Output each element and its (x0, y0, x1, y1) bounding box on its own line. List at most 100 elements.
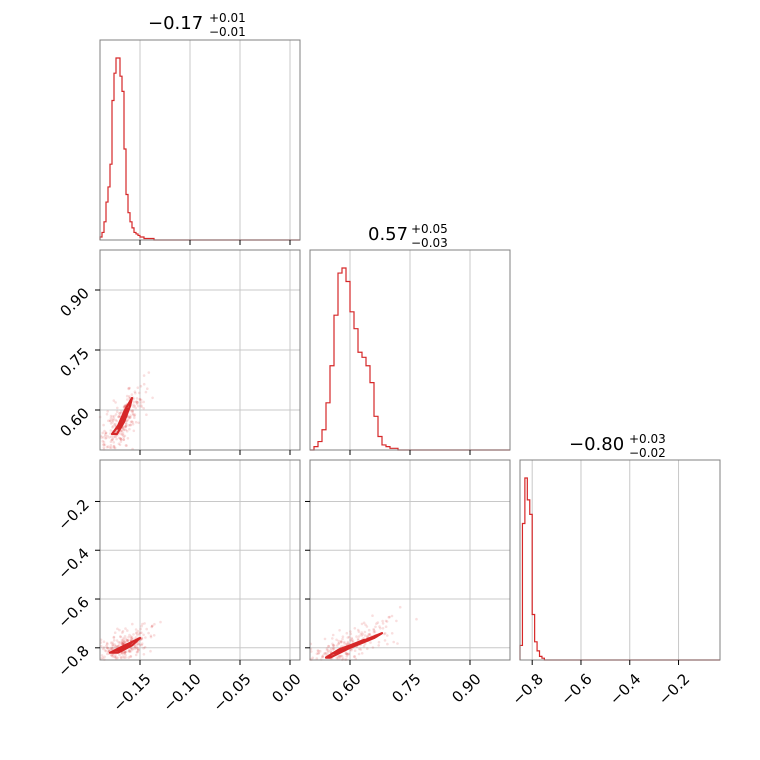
scatter-point (114, 418, 117, 422)
scatter-point (338, 655, 341, 658)
scatter-point (106, 445, 110, 448)
scatter-point (102, 640, 106, 643)
scatter-point (111, 653, 115, 657)
scatter-point (125, 429, 129, 433)
title-2-value: −0.80 (569, 434, 624, 455)
scatter-point (141, 622, 144, 626)
scatter-point (317, 651, 321, 655)
scatter-point (149, 649, 152, 653)
scatter-point (102, 443, 106, 447)
scatter-point (129, 638, 132, 642)
scatter-point (123, 434, 127, 438)
scatter-point (134, 636, 137, 639)
scatter-point (346, 642, 350, 645)
scatter-point (104, 431, 108, 435)
scatter-point (115, 437, 118, 441)
scatter-point (340, 654, 344, 658)
scatter-point (113, 446, 117, 450)
scatter-point (137, 648, 140, 652)
scatter-point (110, 653, 113, 657)
scatter-point (346, 653, 349, 656)
scatter-point (111, 425, 115, 428)
scatter-point (371, 614, 374, 617)
scatter-point (105, 641, 109, 645)
scatter-point (311, 656, 315, 660)
scatter-point (121, 642, 124, 646)
scatter-point (137, 391, 141, 395)
histogram-param-0 (99, 57, 300, 241)
scatter-point (127, 649, 131, 652)
x-tick-label: 0.75 (388, 670, 424, 706)
scatter-point (383, 632, 386, 636)
scatter-point (144, 390, 148, 394)
scatter-point (140, 642, 144, 645)
scatter-point (153, 622, 156, 626)
scatter-point (110, 446, 113, 450)
scatter-point (120, 429, 123, 432)
scatter-point (132, 633, 135, 636)
scatter-point (390, 632, 394, 635)
scatter-point (366, 635, 369, 638)
scatter-point (150, 624, 154, 628)
scatter-point (143, 622, 146, 625)
scatter-point (137, 421, 140, 425)
scatter-point (109, 440, 113, 444)
scatter-point (355, 635, 358, 638)
scatter-point (109, 422, 113, 425)
scatter-point (344, 642, 348, 646)
scatter-point (135, 632, 138, 635)
scatter-point (116, 627, 119, 631)
scatter-point (111, 643, 115, 646)
scatter-point (111, 426, 114, 429)
scatter-point (124, 424, 128, 428)
scatter-point (120, 640, 124, 644)
scatter-point (339, 654, 343, 658)
scatter-point (113, 446, 116, 450)
scatter-point (106, 410, 109, 413)
scatter-point (122, 405, 126, 409)
scatter-point (127, 424, 131, 427)
scatter-point (131, 409, 134, 413)
scatter-point (386, 642, 389, 646)
scatter-point (109, 641, 113, 644)
scatter-point (131, 638, 134, 641)
scatter-point (127, 387, 130, 391)
scatter-point (108, 419, 112, 423)
scatter-point (124, 444, 128, 447)
scatter-point (124, 627, 127, 630)
scatter-point (115, 419, 119, 423)
scatter-point (339, 640, 343, 644)
scatter-point (129, 420, 133, 424)
scatter-point (121, 651, 124, 655)
scatter-point (114, 422, 117, 426)
scatter-point (122, 639, 126, 643)
contour-inner-1 (114, 641, 133, 652)
scatter-point (133, 413, 137, 416)
scatter-point (118, 653, 121, 657)
scatter-point (120, 642, 124, 645)
scatter-point (117, 442, 121, 446)
scatter-point (345, 652, 349, 655)
scatter-point (135, 646, 139, 650)
title-0-minus: −0.01 (209, 25, 246, 39)
scatter-point (116, 644, 120, 648)
scatter-point (363, 630, 367, 634)
scatter-point (121, 427, 125, 430)
y-tick-label: 0.60 (56, 404, 92, 440)
scatter-point (111, 437, 114, 441)
scatter-point (122, 428, 126, 432)
scatter-point (121, 642, 125, 646)
scatter-point (135, 397, 139, 400)
scatter-point (396, 642, 399, 645)
scatter-point (120, 411, 123, 415)
scatter-point (137, 642, 141, 646)
x-tick-label: −0.8 (508, 670, 546, 708)
scatter-point (310, 650, 313, 653)
scatter-point (122, 435, 125, 439)
y-tick-label: 0.90 (56, 284, 92, 320)
scatter-point (360, 652, 364, 655)
scatter-point (144, 636, 147, 639)
scatter-point (122, 656, 126, 659)
scatter-point (385, 620, 389, 623)
scatter-point (115, 639, 119, 642)
